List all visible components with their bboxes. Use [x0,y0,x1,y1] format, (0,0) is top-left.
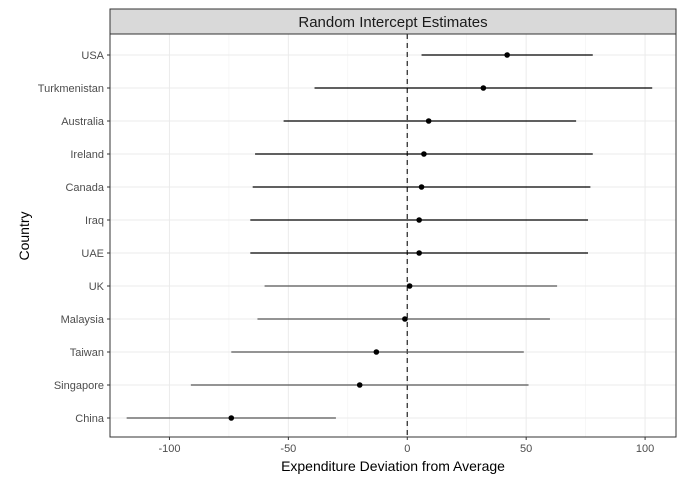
y-tick-label: Australia [61,116,105,128]
estimate-point [480,85,487,91]
estimate-point [416,217,422,223]
estimate-point [418,184,425,190]
estimate-point [416,250,422,256]
y-tick-label: Singapore [54,380,104,392]
y-tick-label: USA [81,50,104,62]
estimate-point [402,316,408,322]
y-axis: USA Turkmenistan Australia Ireland Canada Ira… [38,50,110,425]
x-axis-title: Expenditure Deviation from Average [281,458,505,474]
estimate-point [421,151,427,157]
estimate-point [228,415,235,421]
x-tick-label: 50 [520,443,532,455]
y-axis-title: Country [16,211,32,260]
estimate-point [406,283,413,289]
y-tick-label: China [75,413,105,425]
chart-title: Random Intercept Estimates [298,14,487,31]
y-tick-label: UAE [81,248,104,260]
estimate-point [425,118,432,124]
x-tick-label: -100 [158,443,180,455]
point-layer [228,52,510,421]
x-tick-label: 0 [404,443,410,455]
strip-header [109,8,677,35]
y-tick-label: Canada [65,182,104,194]
y-tick-label: Taiwan [70,347,104,359]
x-axis: -100 -50 0 50 100 [158,437,654,455]
x-tick-label: 100 [636,443,654,455]
x-tick-label: -50 [280,443,296,455]
estimate-point [356,382,363,388]
estimate-point [504,52,510,58]
estimate-point [373,349,380,355]
y-tick-label: Iraq [85,215,104,227]
y-tick-label: UK [89,281,105,293]
y-tick-label: Malaysia [61,314,105,326]
y-tick-label: Turkmenistan [38,83,104,95]
y-tick-label: Ireland [70,149,104,161]
